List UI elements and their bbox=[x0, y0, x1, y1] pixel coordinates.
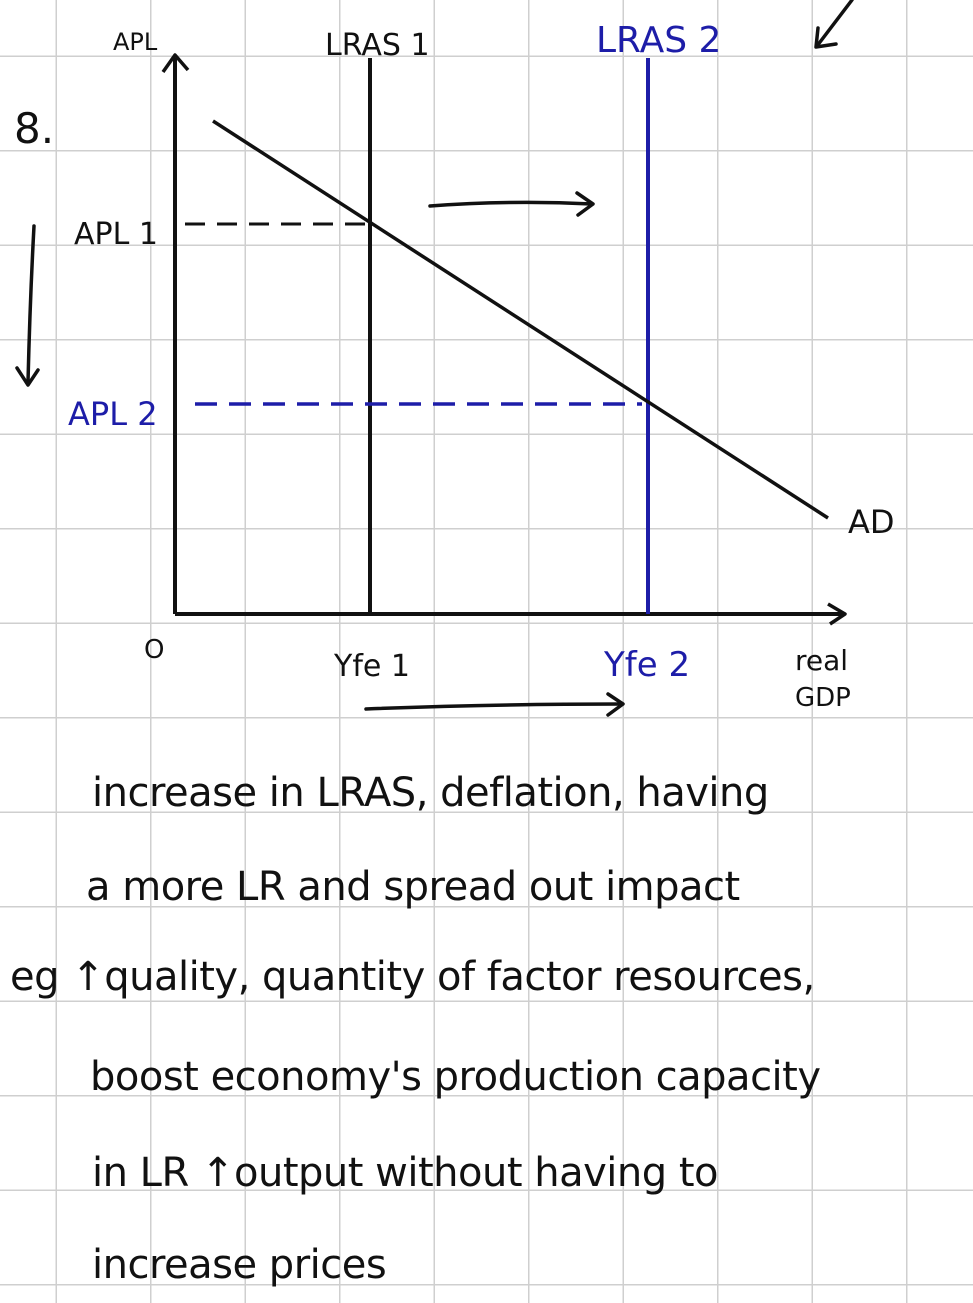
handwritten-notes: increase in LRAS, deflation, having a mo… bbox=[0, 752, 973, 1303]
x-axis-label-line1: real bbox=[795, 644, 848, 677]
note-line-5: in LR ↑output without having to bbox=[92, 1150, 718, 1196]
note-line-3: eg ↑quality, quantity of factor resource… bbox=[10, 954, 815, 1000]
origin-label: O bbox=[144, 635, 164, 665]
note-line-6: increase prices bbox=[92, 1242, 387, 1288]
note-line-1: increase in LRAS, deflation, having bbox=[92, 770, 769, 816]
x-axis-arrowhead bbox=[827, 602, 847, 626]
y-axis-label: APL bbox=[113, 28, 158, 56]
apl2-label: APL 2 bbox=[68, 395, 158, 433]
yfe2-label: Yfe 2 bbox=[603, 645, 690, 685]
y-axis-arrowhead bbox=[161, 53, 190, 74]
price-decrease-arrowhead bbox=[15, 366, 40, 387]
corner-arrowhead bbox=[814, 26, 838, 49]
lras2-label: LRAS 2 bbox=[596, 20, 721, 61]
x-axis-label-line2: GDP bbox=[795, 683, 851, 713]
rightward-shift-arrowhead bbox=[575, 191, 595, 217]
price-decrease-arrow bbox=[26, 224, 36, 384]
note-line-2: a more LR and spread out impact bbox=[86, 864, 740, 910]
ad-lras-diagram: 8. APL O real GDP LRAS 1 LRAS 2 AD APL 1… bbox=[14, 0, 895, 717]
ad-line bbox=[212, 119, 829, 520]
lras1-label: LRAS 1 bbox=[325, 28, 430, 63]
yfe1-label: Yfe 1 bbox=[333, 649, 410, 684]
output-increase-arrow bbox=[364, 702, 624, 711]
question-number: 8. bbox=[14, 104, 54, 153]
corner-arrow bbox=[815, 0, 854, 48]
output-increase-arrowhead bbox=[606, 692, 625, 717]
rightward-shift-arrow bbox=[428, 200, 594, 208]
apl1-label: APL 1 bbox=[74, 217, 158, 252]
note-line-4: boost economy's production capacity bbox=[90, 1054, 821, 1100]
ad-label: AD bbox=[848, 503, 895, 541]
